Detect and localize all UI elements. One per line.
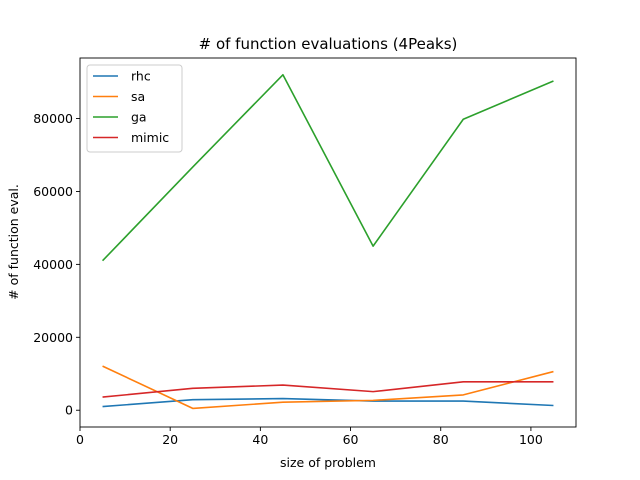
x-tick-label: 20	[162, 432, 178, 447]
y-tick-label: 60000	[33, 184, 73, 199]
x-tick-label: 100	[519, 432, 543, 447]
x-axis: 0 20 40 60 80 100	[76, 427, 543, 447]
legend-box	[86, 64, 183, 153]
y-tick-label: 20000	[33, 330, 73, 345]
x-tick-label: 80	[433, 432, 449, 447]
legend-label-ga: ga	[131, 110, 147, 125]
y-tick-label: 40000	[33, 257, 73, 272]
x-tick-label: 0	[76, 432, 84, 447]
series-lines	[101, 73, 554, 410]
legend-label-mimic: mimic	[131, 130, 169, 145]
chart-title: # of function evaluations (4Peaks)	[199, 35, 458, 53]
x-tick-label: 40	[252, 432, 268, 447]
series-line-ga	[101, 73, 554, 262]
series-line-sa	[102, 365, 554, 410]
legend: rhc sa ga mimic	[86, 64, 183, 153]
y-axis: 0 20000 40000 60000 80000	[33, 111, 80, 418]
y-axis-label: # of function eval.	[6, 184, 21, 300]
x-tick-label: 60	[343, 432, 359, 447]
y-tick-label: 0	[65, 403, 73, 418]
plot-area	[79, 57, 577, 428]
y-tick-label: 80000	[33, 111, 73, 126]
x-axis-label: size of problem	[280, 455, 376, 470]
series-line-mimic	[102, 380, 554, 398]
legend-label-sa: sa	[131, 89, 145, 104]
legend-label-rhc: rhc	[131, 69, 151, 84]
series-line-rhc	[102, 397, 554, 408]
